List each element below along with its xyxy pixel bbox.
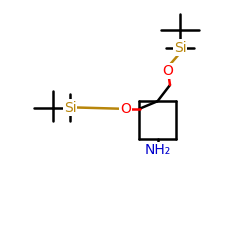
Text: Si: Si (64, 100, 76, 114)
Text: O: O (120, 102, 131, 116)
Text: O: O (162, 64, 173, 78)
Text: NH₂: NH₂ (144, 143, 171, 157)
Text: Si: Si (174, 40, 186, 54)
